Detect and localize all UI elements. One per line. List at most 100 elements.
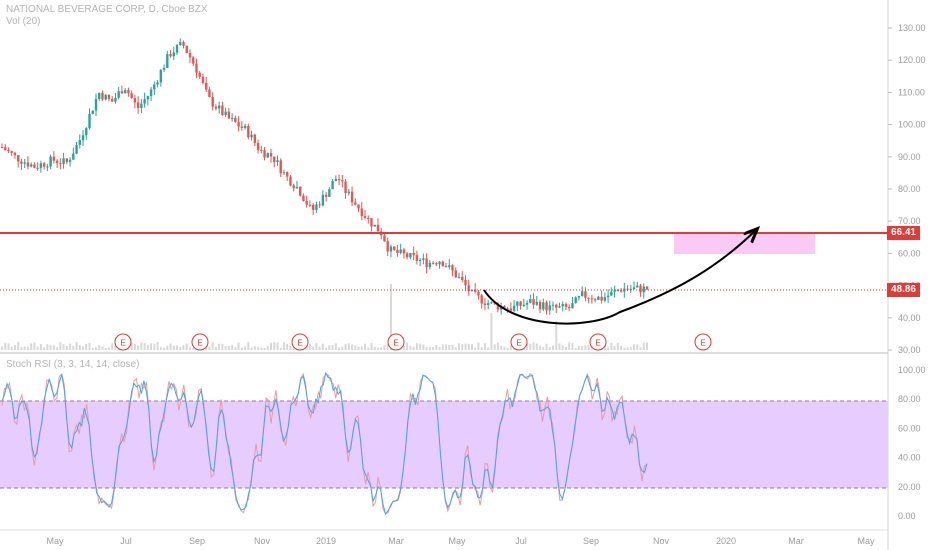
earnings-marker-label: E bbox=[393, 339, 398, 348]
candle-body bbox=[292, 185, 295, 189]
candle-body bbox=[606, 295, 610, 298]
volume-bar bbox=[46, 344, 49, 350]
volume-bar bbox=[445, 344, 448, 350]
volume-bar bbox=[386, 343, 389, 350]
volume-bar bbox=[7, 343, 10, 350]
candle-body bbox=[123, 90, 127, 94]
volume-bar bbox=[642, 342, 645, 350]
candle-body bbox=[55, 160, 59, 164]
candle-body bbox=[464, 279, 467, 286]
volume-bar bbox=[30, 343, 33, 350]
candle-body bbox=[195, 63, 198, 73]
volume-bar bbox=[150, 343, 153, 350]
time-tick-label: Mar bbox=[388, 536, 404, 546]
volume-bar bbox=[305, 344, 308, 350]
volume-bar bbox=[341, 346, 344, 350]
volume-bar bbox=[558, 343, 561, 350]
candle-body bbox=[425, 258, 428, 268]
volume-bar bbox=[419, 343, 422, 350]
volume-legend: Vol (20) bbox=[6, 16, 41, 27]
candle-body bbox=[156, 82, 159, 85]
candle-body bbox=[17, 155, 20, 162]
volume-bar bbox=[279, 347, 282, 350]
volume-bar bbox=[542, 347, 545, 350]
volume-bar bbox=[192, 347, 195, 350]
rsi-tick-label: 40.00 bbox=[898, 453, 921, 463]
volume-bar bbox=[208, 346, 211, 350]
volume-bar bbox=[159, 346, 162, 350]
volume-bar bbox=[43, 347, 46, 350]
price-tick-label: 90.00 bbox=[898, 152, 921, 162]
volume-bar bbox=[506, 347, 509, 350]
cup-curve-arrow[interactable] bbox=[483, 230, 756, 325]
volume-bar bbox=[276, 342, 279, 350]
volume-bar bbox=[496, 342, 499, 350]
volume-bar bbox=[406, 342, 409, 350]
candle-body bbox=[81, 135, 85, 141]
time-tick-label: Nov bbox=[653, 536, 670, 546]
volume-bar bbox=[380, 347, 383, 350]
volume-bar bbox=[26, 346, 29, 350]
volume-bar bbox=[98, 345, 101, 350]
volume-bar bbox=[23, 346, 26, 350]
candle-body bbox=[363, 216, 367, 218]
volume-bar bbox=[574, 347, 577, 350]
chart-title: NATIONAL BEVERAGE CORP, D, Cboe BZX bbox=[6, 4, 208, 15]
volume-bar bbox=[493, 344, 496, 350]
candle-body bbox=[389, 246, 393, 252]
volume-bar bbox=[78, 345, 81, 350]
candle-body bbox=[159, 69, 163, 83]
volume-bar bbox=[153, 343, 156, 350]
volume-bar bbox=[620, 346, 623, 350]
candle-body bbox=[341, 180, 344, 182]
volume-bar bbox=[334, 343, 337, 350]
candle-body bbox=[49, 156, 52, 167]
candle-body bbox=[166, 54, 169, 68]
volume-bar bbox=[552, 345, 555, 350]
candle-body bbox=[4, 147, 7, 151]
candle-body bbox=[613, 290, 616, 292]
volume-bar bbox=[104, 347, 107, 350]
candle-body bbox=[522, 304, 526, 306]
volume-bar bbox=[143, 343, 146, 350]
candle-body bbox=[383, 235, 386, 242]
volume-bar bbox=[564, 346, 567, 350]
volume-bar bbox=[487, 347, 490, 350]
candle-body bbox=[266, 153, 269, 158]
volume-bar bbox=[179, 347, 182, 350]
candle-body bbox=[243, 125, 247, 129]
target-zone-box[interactable] bbox=[674, 232, 815, 254]
candle-body bbox=[263, 150, 266, 158]
candle-body bbox=[422, 258, 425, 260]
candle-body bbox=[448, 265, 451, 267]
candle-body bbox=[370, 218, 373, 227]
volume-bar bbox=[448, 344, 451, 350]
volume-bar bbox=[227, 345, 230, 350]
volume-bar bbox=[13, 345, 16, 350]
candle-body bbox=[441, 261, 445, 267]
volume-bar bbox=[176, 345, 179, 350]
time-tick-label: Jul bbox=[515, 536, 527, 546]
volume-bar bbox=[535, 343, 538, 350]
candle-body bbox=[23, 162, 26, 164]
candle-body bbox=[85, 128, 88, 136]
volume-bar bbox=[65, 345, 68, 350]
candle-body bbox=[580, 291, 584, 297]
volume-bar bbox=[464, 343, 467, 350]
candle-body bbox=[509, 308, 513, 311]
candle-body bbox=[227, 111, 231, 119]
volume-bar bbox=[318, 346, 321, 350]
candle-body bbox=[185, 45, 188, 53]
candle-body bbox=[571, 303, 574, 309]
candle-body bbox=[253, 134, 257, 143]
candle-body bbox=[632, 287, 636, 290]
candle-body bbox=[133, 98, 137, 103]
volume-bar bbox=[503, 346, 506, 350]
volume-bar bbox=[509, 345, 512, 350]
volume-bar bbox=[263, 347, 266, 350]
candle-body bbox=[298, 186, 302, 196]
candle-body bbox=[247, 125, 250, 138]
volume-bar bbox=[140, 342, 143, 350]
